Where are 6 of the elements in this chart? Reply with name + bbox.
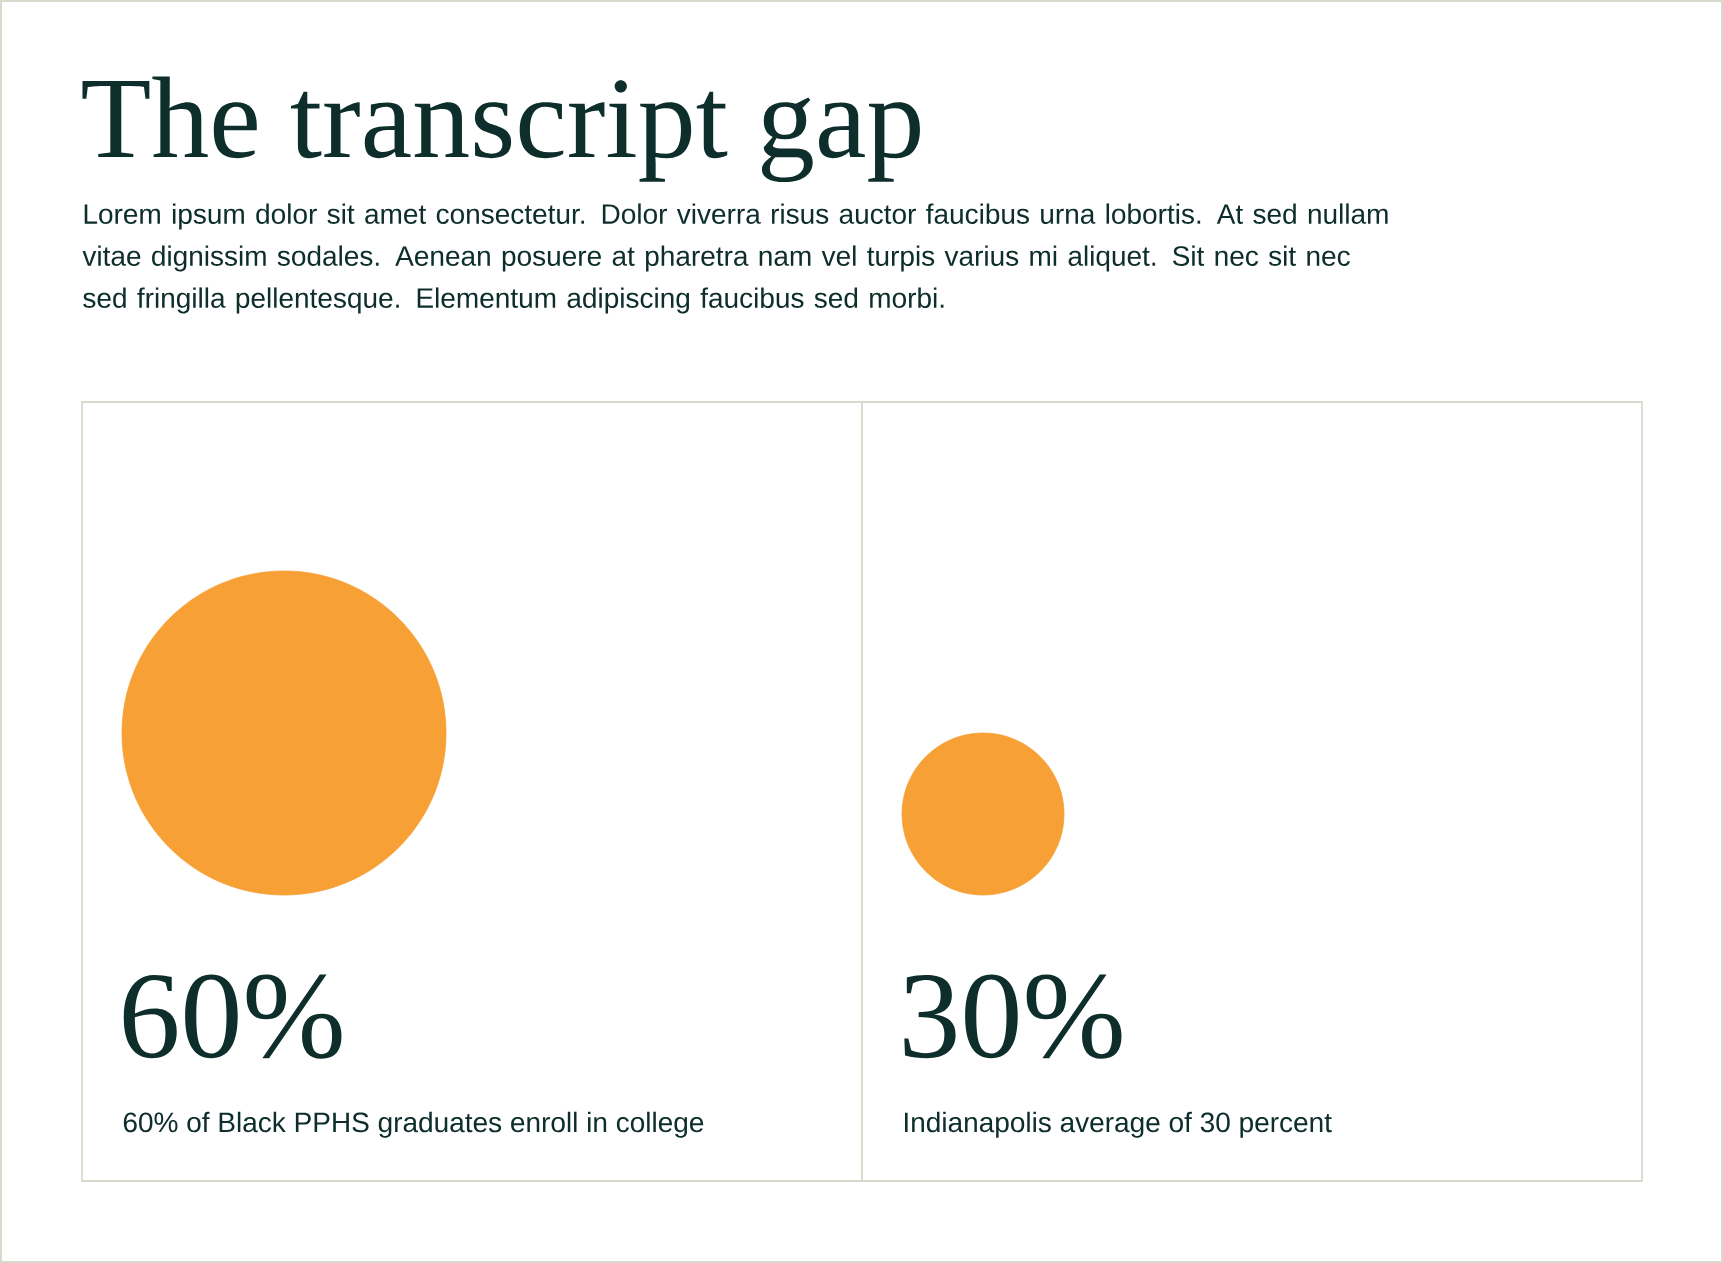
data-label: 60% [123, 974, 342, 1059]
category-label: 60% of Black PPHS graduates enroll in college [123, 1111, 704, 1138]
data-label: 30% [904, 974, 1122, 1059]
text: Lorem ipsum dolor sit amet consectetur. Dolor viverra risus auctor faucibus urna lobortis. At sed nullam vitae dignissim sodales. Aenean posuere at pharetra nam vel turpis varius mi aliquet. Sit nec sit nec sed fringilla pellentesque. Elementum adipiscing faucibus sed morbi. [82, 203, 1388, 314]
category-label: Indianapolis average of 30 percent [905, 1111, 1332, 1138]
text: The transcript gap [82, 76, 920, 183]
